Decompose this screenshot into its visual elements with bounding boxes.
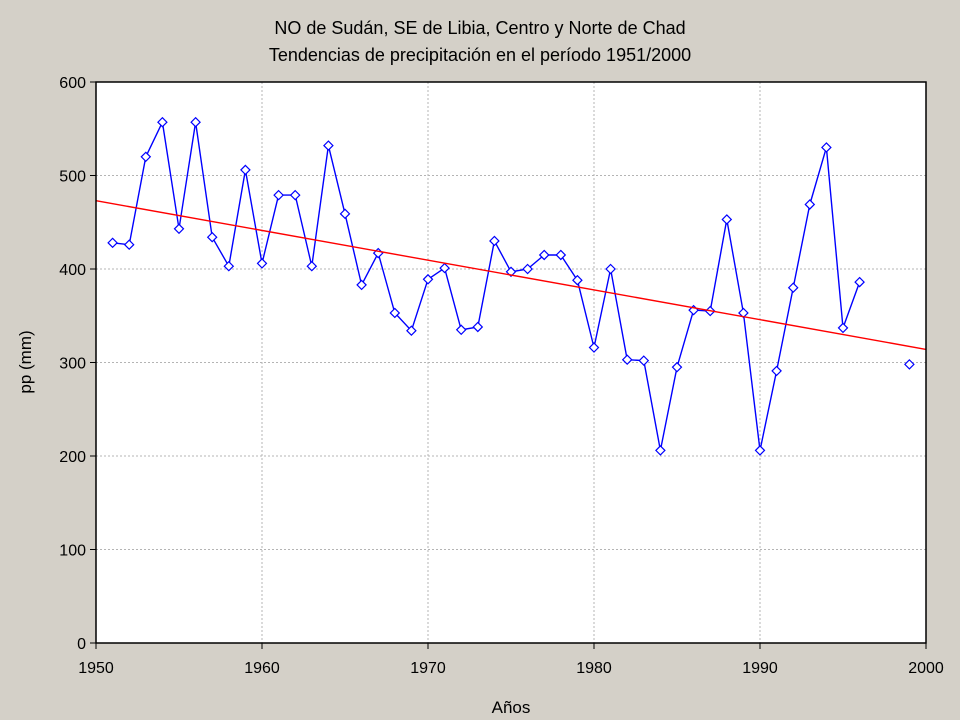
data-point [389, 307, 401, 319]
data-point [306, 260, 318, 272]
grid-lines [96, 82, 926, 643]
data-point [190, 116, 201, 128]
y-tick-label: 100 [59, 543, 86, 560]
y-tick-label: 0 [77, 636, 86, 653]
data-point [572, 274, 583, 286]
x-axis-label: Años [492, 698, 531, 717]
plot-area [96, 82, 926, 643]
y-tick-label: 600 [59, 75, 86, 92]
data-point [256, 258, 268, 269]
data-point [356, 279, 367, 291]
data-point [240, 164, 251, 176]
data-point [273, 189, 284, 201]
data-point [655, 445, 666, 456]
data-point [555, 249, 567, 261]
data-point [173, 223, 185, 235]
chart-subtitle: Tendencias de precipitación en el períod… [269, 45, 691, 65]
data-point [754, 445, 766, 456]
y-tick-label: 200 [59, 449, 86, 466]
data-point [157, 116, 168, 128]
data-point [107, 237, 118, 249]
data-point [140, 151, 152, 163]
data-point [223, 260, 235, 272]
data-point [522, 263, 533, 275]
data-point [671, 361, 683, 373]
data-point [472, 321, 484, 333]
data-point [638, 355, 650, 366]
data-point [206, 231, 218, 243]
x-tick-label: 1950 [78, 660, 114, 677]
data-point [422, 273, 434, 285]
data-point [721, 214, 733, 225]
x-tick-label: 1960 [244, 660, 280, 677]
data-point [787, 282, 799, 294]
data-point [621, 354, 633, 366]
y-tick-label: 400 [59, 262, 86, 279]
x-tick-label: 1990 [742, 660, 778, 677]
data-point [771, 365, 782, 377]
data-point [455, 324, 467, 336]
data-point [538, 249, 550, 261]
y-tick-label: 500 [59, 169, 86, 186]
trend-line [95, 200, 927, 351]
x-tick-label: 1970 [410, 660, 446, 677]
data-point [738, 307, 749, 319]
data-point [323, 140, 334, 151]
data-point [804, 199, 816, 210]
chart-title: NO de Sudán, SE de Libia, Centro y Norte… [274, 18, 685, 38]
x-tick-label: 1980 [576, 660, 612, 677]
data-point [406, 325, 417, 337]
tick-labels: 1950 1960 1970 1980 1990 2000 0 100 200 300 400 500… [59, 75, 944, 677]
y-axis-label: pp (mm) [16, 330, 35, 393]
data-point [489, 235, 500, 247]
series-line [112, 121, 861, 452]
x-tick-label: 2000 [908, 660, 944, 677]
data-point [605, 263, 616, 275]
data-point [904, 359, 915, 370]
data-point [821, 142, 832, 153]
data-point [339, 208, 351, 220]
data-point [439, 262, 450, 274]
data-point [123, 239, 135, 251]
data-point [854, 276, 865, 288]
data-point [289, 189, 301, 201]
series-layer [95, 116, 927, 456]
y-tick-label: 300 [59, 356, 86, 373]
data-point [588, 342, 600, 353]
data-point [837, 322, 849, 334]
